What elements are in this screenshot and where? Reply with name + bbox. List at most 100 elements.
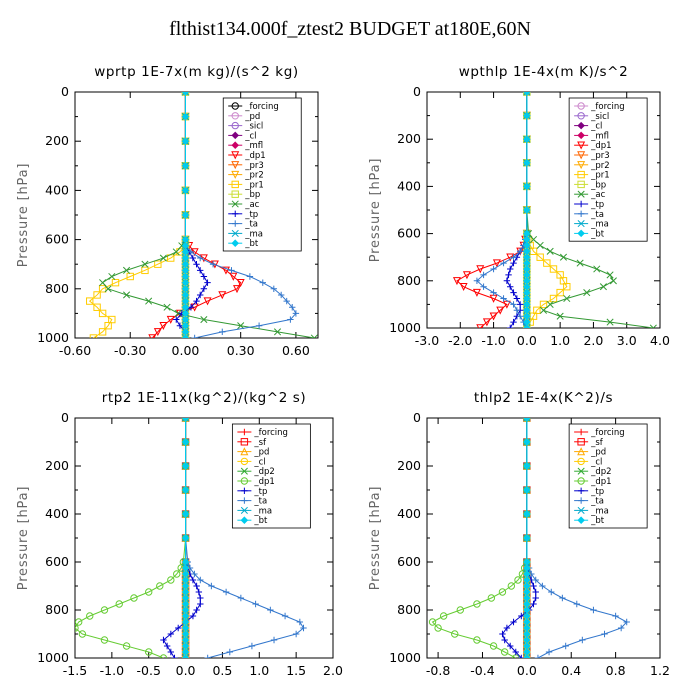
legend-icon-cl-marker	[231, 131, 239, 140]
data-point-dp1	[130, 594, 138, 602]
legend-icon-ta	[574, 497, 589, 504]
legend-icon-pr1	[574, 170, 589, 179]
x-tick-label: 0.0	[517, 663, 537, 678]
legend-icon-bt	[237, 516, 252, 524]
data-point-ta	[517, 313, 524, 320]
legend-label: _forcing	[244, 102, 279, 112]
data-point-ma	[182, 654, 190, 658]
data-point-bt	[181, 534, 190, 542]
data-point-dp1	[514, 576, 522, 584]
data-point-dp1	[492, 259, 501, 268]
y-tick-label: 1000	[389, 650, 421, 665]
data-point-tp	[167, 648, 175, 656]
data-point-tp	[499, 630, 506, 638]
data-point-dp1	[462, 271, 471, 280]
data-point-ta	[248, 642, 256, 650]
legend-icon-bt-marker	[231, 239, 239, 247]
legend-icon-ta-marker	[232, 220, 239, 227]
data-point-ac	[104, 285, 112, 293]
series-group	[75, 418, 307, 658]
legend-icon-pr3	[228, 161, 243, 170]
legend-label: _bt	[590, 229, 605, 239]
data-point-pr1	[126, 272, 134, 281]
x-tick-label: 1.0	[249, 663, 269, 678]
legend-icon-bt	[574, 516, 589, 524]
data-point-ta	[228, 267, 235, 274]
legend-label: _cl	[244, 131, 256, 141]
data-point-tp	[200, 273, 208, 280]
legend-label: _cl	[590, 457, 602, 467]
x-tick-label: 0.0	[517, 333, 537, 348]
data-point-tp	[196, 267, 204, 274]
data-point-ta	[270, 636, 278, 644]
x-tick-label: -0.60	[59, 343, 91, 358]
y-tick-label: 600	[397, 554, 421, 569]
legend-label: _bt	[244, 239, 259, 249]
data-point-pr1	[98, 328, 107, 336]
y-tick-label: 200	[397, 458, 421, 473]
data-point-bt	[523, 111, 531, 120]
x-tick-label: -0.8	[426, 663, 450, 678]
legend-icon-bt-marker	[577, 516, 585, 524]
data-point-tp	[167, 630, 175, 638]
x-tick-label: 1.5	[286, 663, 306, 678]
data-point-dp1	[428, 618, 437, 626]
legend-icon-mfl	[574, 131, 589, 140]
data-point-ma	[523, 92, 531, 96]
legend-icon-dp1	[574, 141, 589, 150]
chart-panel-3: rtp2 1E-11x(kg^2)/(kg^2 s) Pressure [hPa]…	[16, 390, 343, 678]
data-point-ta	[219, 328, 226, 336]
data-point-pr1	[536, 253, 544, 261]
data-point-ma	[523, 418, 531, 422]
series-line-pr1	[88, 92, 186, 338]
data-point-ta	[510, 254, 517, 261]
data-point-ta	[559, 594, 566, 602]
legend-icon-ac	[228, 200, 243, 208]
legend-icon-tp	[574, 200, 589, 208]
data-point-dp1	[86, 612, 94, 620]
data-point-ac	[108, 272, 116, 281]
x-tick-label: 0.60	[282, 343, 310, 358]
data-point-tp	[173, 316, 180, 323]
panel-title: thlp2 1E-4x(K^2)/s	[474, 390, 613, 406]
y-tick-label: 600	[45, 232, 69, 247]
legend-icon-sicl	[574, 112, 589, 120]
data-point-tp	[505, 271, 512, 279]
legend-icon-ta-marker	[577, 497, 585, 504]
data-point-bt	[181, 334, 190, 338]
data-point-ta	[579, 636, 586, 644]
data-point-tp	[193, 606, 200, 614]
data-point-dp1	[145, 588, 153, 596]
legend-icon-ta	[237, 497, 252, 504]
legend-label: _pd	[253, 448, 269, 458]
legend-icon-ma-marker	[577, 506, 585, 514]
data-point-dp1	[75, 624, 79, 632]
legend-icon-tp-marker	[577, 487, 585, 494]
data-point-ta	[517, 248, 524, 255]
legend: _forcing_pd_sicl_cl_mfl_dp1_pr3_pr2_pr1_…	[222, 97, 302, 252]
legend-icon-pr2-marker	[231, 170, 240, 179]
data-point-bt	[181, 211, 190, 219]
data-point-tp	[513, 295, 521, 302]
data-point-dp1	[156, 582, 164, 590]
data-point-dp1	[473, 600, 481, 608]
data-point-ta	[612, 612, 619, 620]
legend-label: _mfl	[590, 131, 609, 141]
data-point-ta	[292, 310, 300, 317]
data-point-dp1	[476, 324, 485, 328]
data-point-tp	[501, 636, 508, 644]
legend-icon-ta	[228, 220, 243, 227]
legend-icon-bp	[574, 180, 589, 189]
data-point-ta	[252, 600, 259, 608]
data-point-bt	[181, 486, 190, 494]
legend-icon-pd-marker	[240, 447, 249, 456]
legend-icon-forcing-marker	[577, 428, 585, 436]
data-point-ta	[277, 291, 285, 299]
legend-icon-pr1-marker	[231, 180, 239, 189]
legend-icon-pd	[228, 112, 243, 120]
data-point-ta	[226, 648, 233, 656]
legend-label: _dp1	[244, 151, 265, 161]
data-point-bt	[523, 418, 531, 422]
y-tick-label: 0	[61, 84, 69, 99]
data-point-ta	[296, 618, 304, 626]
